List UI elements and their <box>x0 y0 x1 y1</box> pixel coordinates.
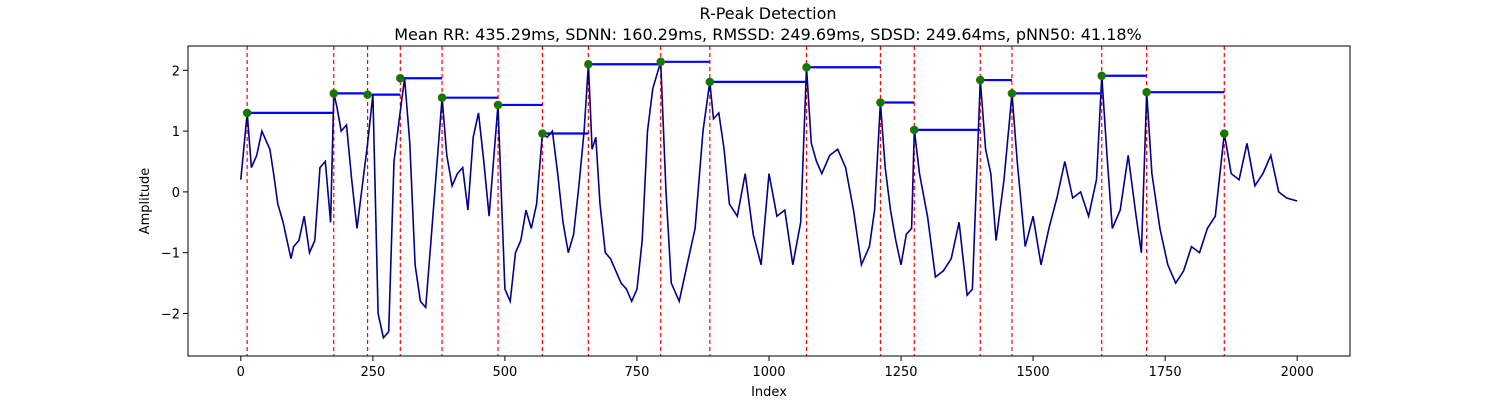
r-peak-marker-14 <box>1007 89 1017 98</box>
r-peak-marker-4 <box>437 93 447 102</box>
r-peak-marker-16 <box>1142 87 1151 97</box>
x-tick-label-1: 250 <box>360 365 385 380</box>
x-tick-label-3: 750 <box>625 365 650 380</box>
peak-lines <box>246 46 1225 356</box>
y-tick-label-0: −2 <box>161 307 180 322</box>
y-axis: −2 −1 0 1 2 <box>161 64 188 322</box>
r-peak-marker-15 <box>1097 71 1107 81</box>
rr-bars <box>247 60 1225 135</box>
chart-subtitle: Mean RR: 435.29ms, SDNN: 160.29ms, RMSSD… <box>394 25 1142 44</box>
r-peak-marker-9 <box>705 77 715 87</box>
y-tick-label-2: 0 <box>172 186 180 201</box>
x-tick-label-4: 1000 <box>752 365 785 380</box>
x-tick-label-8: 2000 <box>1281 365 1314 380</box>
r-peak-marker-12 <box>909 125 919 135</box>
r-peak-marker-8 <box>656 57 666 67</box>
x-tick-label-7: 1750 <box>1149 365 1182 380</box>
y-tick-label-1: −1 <box>161 247 180 262</box>
r-peak-marker-13 <box>975 75 985 85</box>
x-tick-label-0: 0 <box>237 365 245 380</box>
x-axis: 0 250 500 750 1000 1250 1500 1750 2000 <box>237 356 1314 380</box>
plot-area <box>240 46 1298 356</box>
y-axis-label: Amplitude <box>138 168 153 235</box>
r-peak-marker-6 <box>538 129 547 138</box>
r-peak-marker-7 <box>584 59 593 69</box>
r-peak-marker-17 <box>1219 129 1229 138</box>
r-peak-marker-11 <box>876 98 885 107</box>
r-peak-marker-2 <box>363 90 372 99</box>
r-peak-marker-5 <box>493 100 503 110</box>
r-peak-marker-1 <box>329 89 339 98</box>
y-tick-label-3: 1 <box>172 125 180 140</box>
signal-line <box>240 61 1298 340</box>
x-tick-label-2: 500 <box>492 365 517 380</box>
r-peak-marker-3 <box>396 73 405 83</box>
x-tick-label-6: 1500 <box>1017 365 1050 380</box>
x-axis-label: Index <box>751 385 787 400</box>
r-peak-marker-0 <box>242 108 252 118</box>
chart-title: R-Peak Detection <box>699 4 836 23</box>
r-peak-marker-10 <box>802 62 811 72</box>
peak-markers <box>242 57 1229 138</box>
x-tick-label-5: 1250 <box>884 365 917 380</box>
y-tick-label-4: 2 <box>172 64 180 79</box>
